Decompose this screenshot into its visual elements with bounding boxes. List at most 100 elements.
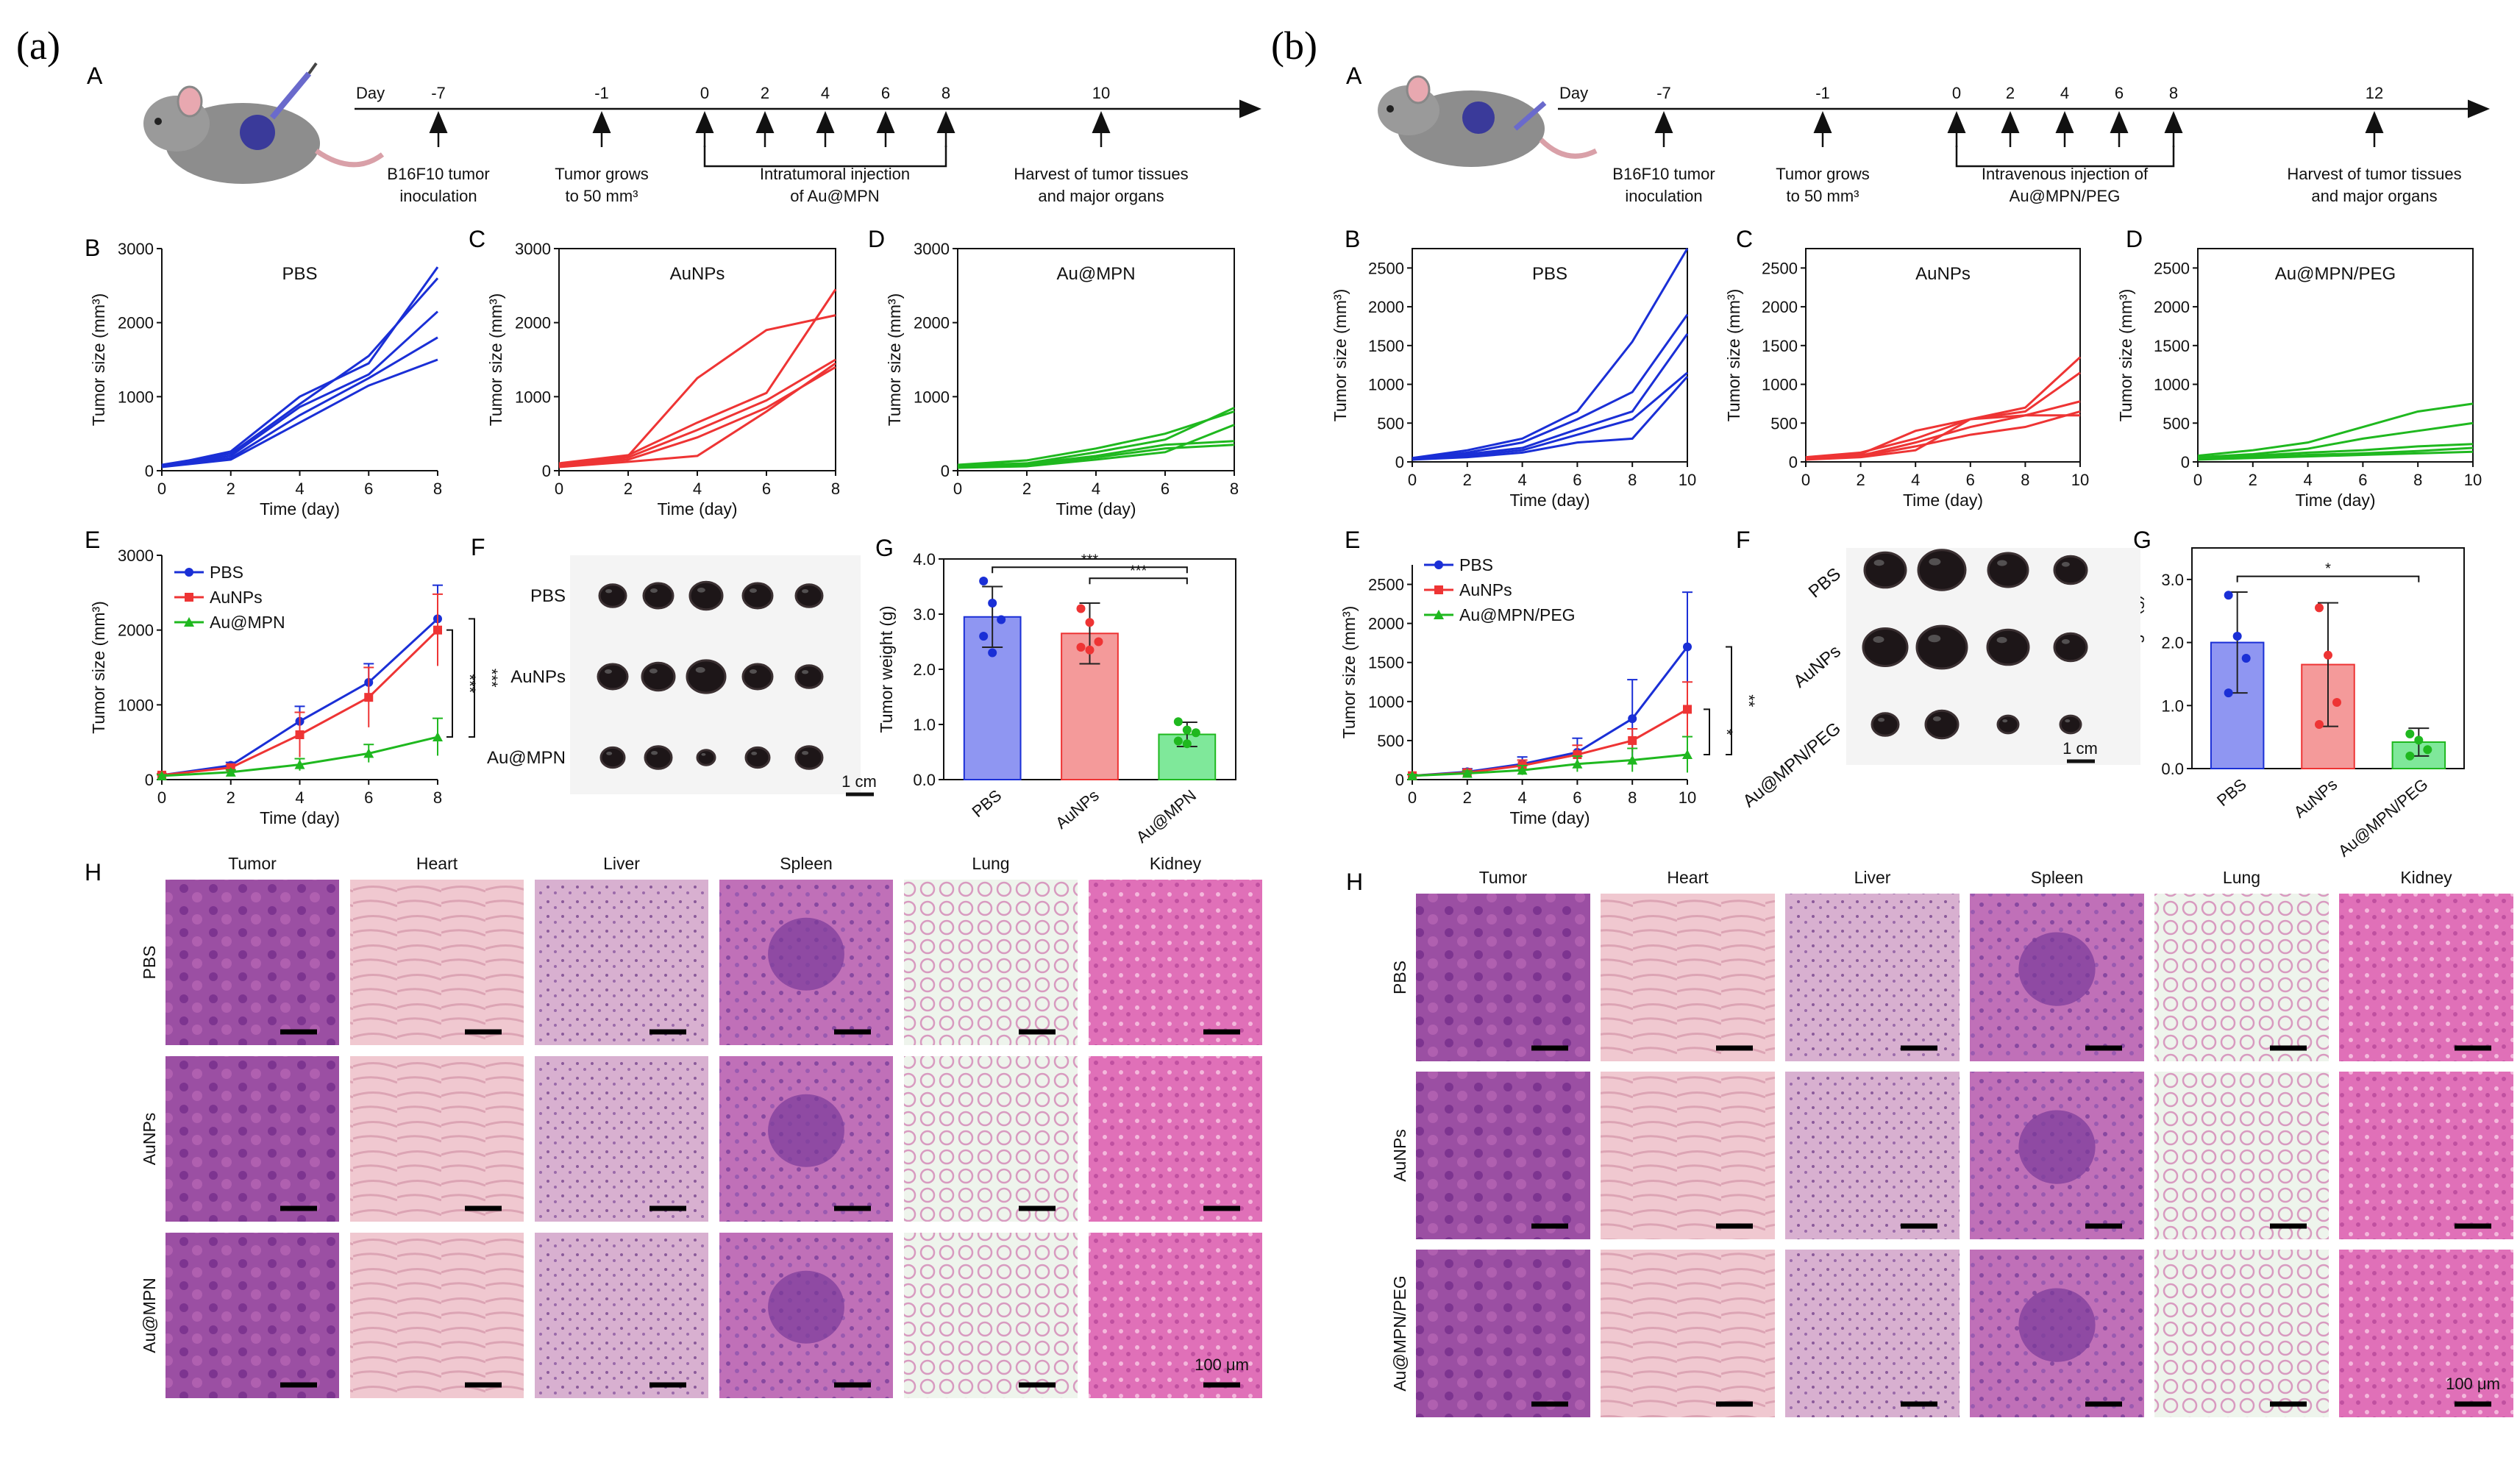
scale-bar-label: 1 cm: [2062, 739, 2098, 758]
timeline-event-label: B16F10 tumor: [387, 165, 489, 183]
x-tick-label: PBS: [2213, 775, 2250, 810]
histology-image: [2339, 894, 2513, 1061]
y-axis-title: Tumor size (mm³): [1724, 289, 1743, 422]
y-tick-label: 2000: [1368, 298, 1404, 316]
tumor-specimen: [2053, 632, 2088, 663]
x-tick-label: 8: [2413, 471, 2422, 489]
tumor-specimen: [696, 749, 716, 766]
timeline-day-label: Day: [356, 84, 385, 102]
histology-image: [350, 1056, 524, 1222]
data-point: [433, 732, 443, 742]
histology-image: [350, 880, 524, 1045]
y-tick-label: 1000: [2154, 376, 2190, 394]
chart-b-B-pbs: 0 2 4 6 8 10 0 500 1000 1500 2000 2500 Time (day) Tum…: [1331, 248, 1696, 510]
y-tick-label: 1500: [1368, 337, 1404, 355]
histology-image: [535, 1056, 708, 1222]
x-axis-title: Time (day): [260, 808, 340, 827]
histology-column-label: Lung: [972, 854, 1009, 873]
timeline-tick-label: 10: [1092, 84, 1110, 102]
specimen-highlight: [695, 667, 705, 673]
histology-image: [350, 1233, 524, 1398]
timeline-event-label: and major organs: [1038, 187, 1164, 205]
histology-column-label: Spleen: [780, 854, 833, 873]
sub-letter-b-D: D: [2126, 226, 2143, 252]
histology-image: [1089, 1056, 1262, 1222]
panel-letter-a: (a): [16, 24, 60, 68]
data-point: [1191, 728, 1200, 738]
x-tick-label: 0: [157, 480, 166, 498]
timeline-event-label: and major organs: [2311, 187, 2437, 205]
x-tick-label: Au@MPN/PEG: [2335, 775, 2432, 861]
series-line: [558, 366, 836, 468]
data-point: [2405, 729, 2415, 738]
x-tick-label: 2: [1463, 788, 1472, 807]
specimen-highlight: [1873, 636, 1884, 643]
histology-image: [165, 880, 339, 1045]
chart-a-E-mean: 0 2 4 6 8 0 1000 2000 3000 Time (day) Tumor size (…: [89, 546, 501, 827]
sub-letter-a-B: B: [85, 235, 100, 261]
chart-title: PBS: [282, 264, 317, 284]
data-point: [1173, 717, 1183, 727]
y-tick-label: 2000: [914, 314, 950, 332]
histology-image: [1785, 894, 1960, 1061]
data-point: [2224, 688, 2233, 698]
histology-row-label: AuNPs: [1390, 1129, 1409, 1182]
timeline-tick-label: 2: [2006, 84, 2015, 102]
timeline-event-label: Tumor grows: [1776, 165, 1870, 183]
y-tick-label: 500: [1377, 732, 1404, 750]
series-line: [957, 424, 1235, 469]
data-point: [988, 599, 997, 608]
significance-bracket: [992, 566, 1188, 574]
timeline-tick-label: 6: [2115, 84, 2124, 102]
tumor-photo-b: PBS AuNPs Au@MPN/PEG 1 cm: [1740, 548, 2140, 811]
photo-row-label: Au@MPN: [487, 748, 566, 768]
x-tick-label: 0: [1408, 471, 1417, 489]
significance-label: **: [1740, 694, 1758, 708]
series-line: [161, 277, 439, 466]
chart-title: AuNPs: [1915, 264, 1971, 284]
y-tick-label: 1000: [118, 388, 154, 406]
spleen-follicle: [768, 1270, 844, 1344]
sub-letter-b-C: C: [1736, 226, 1753, 252]
series-line: [1412, 376, 1689, 461]
scale-bar-label: 1 cm: [841, 772, 877, 791]
x-axis-title: Time (day): [2295, 491, 2375, 510]
tumor-specimen: [1862, 627, 1909, 667]
y-tick-label: 2500: [1368, 259, 1404, 277]
x-tick-label: 8: [2021, 471, 2029, 489]
specimen-highlight: [650, 588, 658, 593]
x-axis-title: Time (day): [657, 499, 737, 519]
y-tick-label: 0.0: [913, 771, 936, 789]
chart-a-G-weight: 0.0 1.0 2.0 3.0 4.0 Tumor weight (g) PBS AuNPs A…: [877, 550, 1236, 847]
specimen-highlight: [605, 669, 612, 674]
tumor-specimen: [597, 663, 629, 691]
significance-bracket: [1726, 646, 1732, 756]
spleen-follicle: [2018, 932, 2096, 1006]
specimen-highlight: [2061, 639, 2070, 644]
series-line: [161, 310, 439, 467]
chart-b-E-mean: 0 2 4 6 8 10 0 500 1000 1500 2000 2500 Time (day) Tum…: [1339, 555, 1758, 827]
x-axis-title: Time (day): [1903, 491, 1983, 510]
histology-image: [2154, 894, 2329, 1061]
sub-letter-b-A: A: [1346, 63, 1362, 89]
y-tick-label: 1000: [1368, 693, 1404, 711]
histology-image: [1601, 894, 1775, 1061]
y-tick-label: 0: [1395, 771, 1404, 789]
data-point: [295, 730, 305, 739]
specimen-highlight: [651, 751, 658, 755]
y-tick-label: 0: [1789, 453, 1798, 471]
x-tick-label: Au@MPN: [1133, 786, 1200, 847]
y-tick-label: 2000: [515, 314, 551, 332]
specimen-highlight: [605, 589, 613, 594]
x-tick-label: 10: [1679, 788, 1696, 807]
plot-frame: [1412, 248, 1688, 463]
x-tick-label: 6: [1966, 471, 1975, 489]
scale-bar-label: 100 μm: [1195, 1356, 1249, 1374]
y-tick-label: 2000: [1368, 615, 1404, 633]
injection-bracket: [1955, 146, 2175, 168]
legend-label: AuNPs: [1459, 580, 1512, 599]
data-point: [1076, 643, 1086, 652]
data-point: [979, 577, 989, 585]
data-point: [2315, 603, 2324, 613]
tumor-specimen: [1924, 709, 1960, 740]
